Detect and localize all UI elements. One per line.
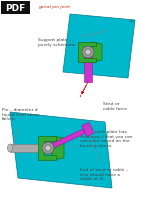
Circle shape	[42, 142, 54, 154]
Polygon shape	[82, 122, 94, 137]
Polygon shape	[63, 14, 135, 78]
Ellipse shape	[7, 144, 13, 152]
Circle shape	[45, 145, 51, 151]
Circle shape	[85, 49, 91, 55]
Text: Support plate –
purely schematic: Support plate – purely schematic	[38, 31, 107, 47]
Text: PDF: PDF	[5, 4, 26, 13]
Polygon shape	[38, 136, 56, 160]
Polygon shape	[84, 48, 92, 82]
Polygon shape	[47, 129, 85, 150]
Polygon shape	[10, 112, 112, 188]
Text: Strut or
cable force: Strut or cable force	[103, 102, 127, 111]
Text: ypical pin joint: ypical pin joint	[38, 5, 70, 9]
FancyBboxPatch shape	[1, 1, 30, 14]
Text: End of strut or cable –
this should have a
width of 2t.: End of strut or cable – this should have…	[80, 132, 128, 181]
Polygon shape	[52, 136, 64, 160]
Text: Yoke – each plate has
thickness t that you can
calculate based on the
bearing st: Yoke – each plate has thickness t that y…	[67, 130, 132, 148]
Polygon shape	[10, 144, 48, 152]
Polygon shape	[92, 42, 102, 62]
Text: Pin – diameter d
found from shear
failure.: Pin – diameter d found from shear failur…	[2, 108, 39, 145]
Polygon shape	[78, 42, 96, 62]
Circle shape	[82, 46, 94, 58]
